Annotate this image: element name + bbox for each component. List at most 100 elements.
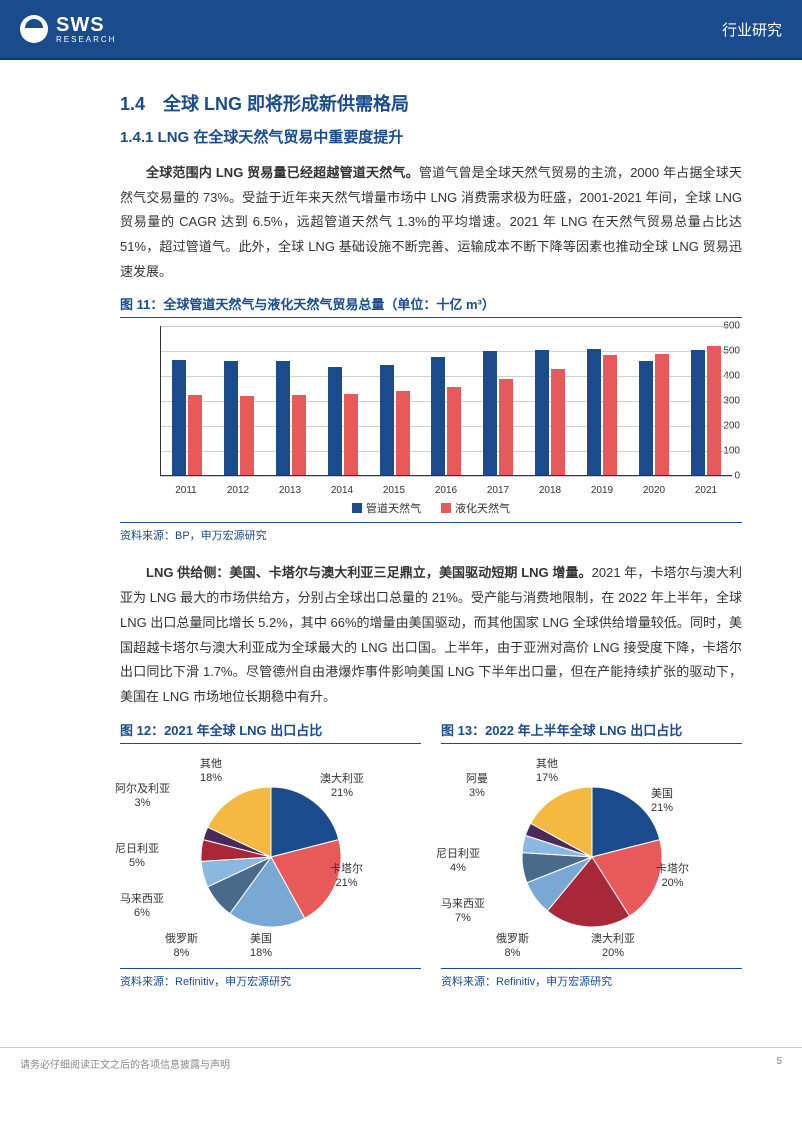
bar-group	[161, 326, 213, 475]
legend-item: 液化天然气	[441, 500, 510, 516]
fig13-title: 图 13：2022 年上半年全球 LNG 出口占比	[441, 720, 742, 744]
footer: 请务必仔细阅读正文之后的各项信息披露与声明 5	[0, 1047, 802, 1079]
fig12-source: 资料来源：Refinitiv，申万宏源研究	[120, 968, 421, 989]
x-label: 2017	[487, 485, 509, 496]
fig13-source: 资料来源：Refinitiv，申万宏源研究	[441, 968, 742, 989]
bar-group	[265, 326, 317, 475]
bar-group	[317, 326, 369, 475]
brand-sub: RESEARCH	[56, 35, 116, 44]
bar	[344, 394, 358, 476]
pie-label: 其他17%	[536, 757, 558, 786]
fig12-col: 图 12：2021 年全球 LNG 出口占比 澳大利亚21% 卡塔尔21% 美国18…	[120, 720, 421, 1007]
page-content: 1.4 全球 LNG 即将形成新供需格局 1.4.1 LNG 在全球天然气贸易中…	[0, 60, 802, 1027]
pie-label: 尼日利亚4%	[436, 847, 480, 876]
bars-area	[160, 326, 732, 476]
paragraph-1: 全球范围内 LNG 贸易量已经超越管道天然气。管道气曾是全球天然气贸易的主流，2…	[120, 161, 742, 284]
x-label: 2013	[279, 485, 301, 496]
pie-label: 卡塔尔20%	[656, 862, 689, 891]
x-label: 2014	[331, 485, 353, 496]
grid-line	[160, 476, 732, 477]
pie-label: 马来西亚7%	[441, 897, 485, 926]
fig13-chart: 美国21%卡塔尔20%澳大利亚20%俄罗斯8%马来西亚7%尼日利亚4%阿曼3%其…	[441, 752, 742, 962]
pie-label: 俄罗斯8%	[165, 932, 198, 961]
pie-label: 尼日利亚5%	[115, 842, 159, 871]
fig11-chart: 0100200300400500600201120122013201420152…	[120, 326, 742, 516]
pie-label: 美国18%	[250, 932, 272, 961]
pie-label: 马来西亚6%	[120, 892, 164, 921]
bar	[276, 361, 290, 475]
para1-rest: 管道气曾是全球天然气贸易的主流，2000 年占据全球天然气交易量的 73%。受益…	[120, 165, 742, 279]
bar	[551, 369, 565, 476]
x-label: 2012	[227, 485, 249, 496]
fig11-title: 图 11：全球管道天然气与液化天然气贸易总量（单位：十亿 m³）	[120, 294, 742, 318]
bar	[483, 351, 497, 475]
x-label: 2019	[591, 485, 613, 496]
para2-rest: 2021 年，卡塔尔与澳大利亚为 LNG 最大的市场供给方，分别占全球出口总量的…	[120, 565, 742, 703]
bar	[224, 361, 238, 475]
bar	[188, 395, 202, 476]
section-heading: 1.4 全球 LNG 即将形成新供需格局	[120, 90, 742, 116]
pie-label: 俄罗斯8%	[496, 932, 529, 961]
x-label: 2021	[695, 485, 717, 496]
header: SWS RESEARCH 行业研究	[0, 0, 802, 60]
pie-label: 卡塔尔21%	[330, 862, 363, 891]
page-number: 5	[776, 1056, 782, 1071]
y-tick: 0	[734, 471, 740, 482]
x-label: 2011	[175, 485, 197, 496]
legend-swatch	[441, 503, 451, 513]
bar	[328, 367, 342, 475]
bar	[380, 365, 394, 476]
bar	[639, 361, 653, 475]
legend-label: 管道天然气	[366, 500, 421, 516]
header-category: 行业研究	[722, 19, 782, 40]
pie-label: 澳大利亚21%	[320, 772, 364, 801]
legend-label: 液化天然气	[455, 500, 510, 516]
bar	[240, 396, 254, 475]
bar	[447, 387, 461, 475]
pie-label: 阿曼3%	[466, 772, 488, 801]
fig13-col: 图 13：2022 年上半年全球 LNG 出口占比 美国21% 卡塔尔20% 澳大利…	[441, 720, 742, 1007]
bar	[535, 350, 549, 475]
bar-group	[369, 326, 421, 475]
pie-label: 美国21%	[651, 787, 673, 816]
bar	[691, 350, 705, 475]
brand-text: SWS	[56, 14, 116, 37]
x-label: 2015	[383, 485, 405, 496]
bar	[587, 349, 601, 476]
subsection-heading: 1.4.1 LNG 在全球天然气贸易中重要度提升	[120, 126, 742, 147]
bar	[396, 391, 410, 475]
fig12-chart: 澳大利亚21%卡塔尔21%美国18%俄罗斯8%马来西亚6%尼日利亚5%阿尔及利亚…	[120, 752, 421, 962]
fig11-source: 资料来源：BP，申万宏源研究	[120, 522, 742, 543]
pie-svg	[191, 777, 351, 937]
bar	[431, 357, 445, 475]
bar-group	[421, 326, 473, 475]
bar-group	[524, 326, 576, 475]
bar-group	[680, 326, 732, 475]
bar-group	[213, 326, 265, 475]
x-label: 2020	[643, 485, 665, 496]
pie-row: 图 12：2021 年全球 LNG 出口占比 澳大利亚21% 卡塔尔21% 美国18…	[120, 720, 742, 1007]
para2-bold: LNG 供给侧：美国、卡塔尔与澳大利亚三足鼎立，美国驱动短期 LNG 增量。	[146, 565, 592, 580]
bar-group	[576, 326, 628, 475]
para1-bold: 全球范围内 LNG 贸易量已经超越管道天然气。	[146, 165, 419, 180]
bar	[603, 355, 617, 475]
bar-group	[628, 326, 680, 475]
pie-label: 阿尔及利亚3%	[115, 782, 170, 811]
footer-disclaimer: 请务必仔细阅读正文之后的各项信息披露与声明	[20, 1056, 230, 1071]
legend-swatch	[352, 503, 362, 513]
bar	[292, 395, 306, 476]
bar	[172, 360, 186, 475]
paragraph-2: LNG 供给侧：美国、卡塔尔与澳大利亚三足鼎立，美国驱动短期 LNG 增量。20…	[120, 561, 742, 709]
pie-label: 其他18%	[200, 757, 222, 786]
bar	[707, 346, 721, 475]
pie-label: 澳大利亚20%	[591, 932, 635, 961]
x-label: 2016	[435, 485, 457, 496]
logo-icon	[20, 15, 48, 43]
bar	[499, 379, 513, 476]
bar	[655, 354, 669, 476]
x-label: 2018	[539, 485, 561, 496]
fig12-title: 图 12：2021 年全球 LNG 出口占比	[120, 720, 421, 744]
legend-item: 管道天然气	[352, 500, 421, 516]
pie-svg	[512, 777, 672, 937]
logo: SWS RESEARCH	[20, 14, 116, 44]
